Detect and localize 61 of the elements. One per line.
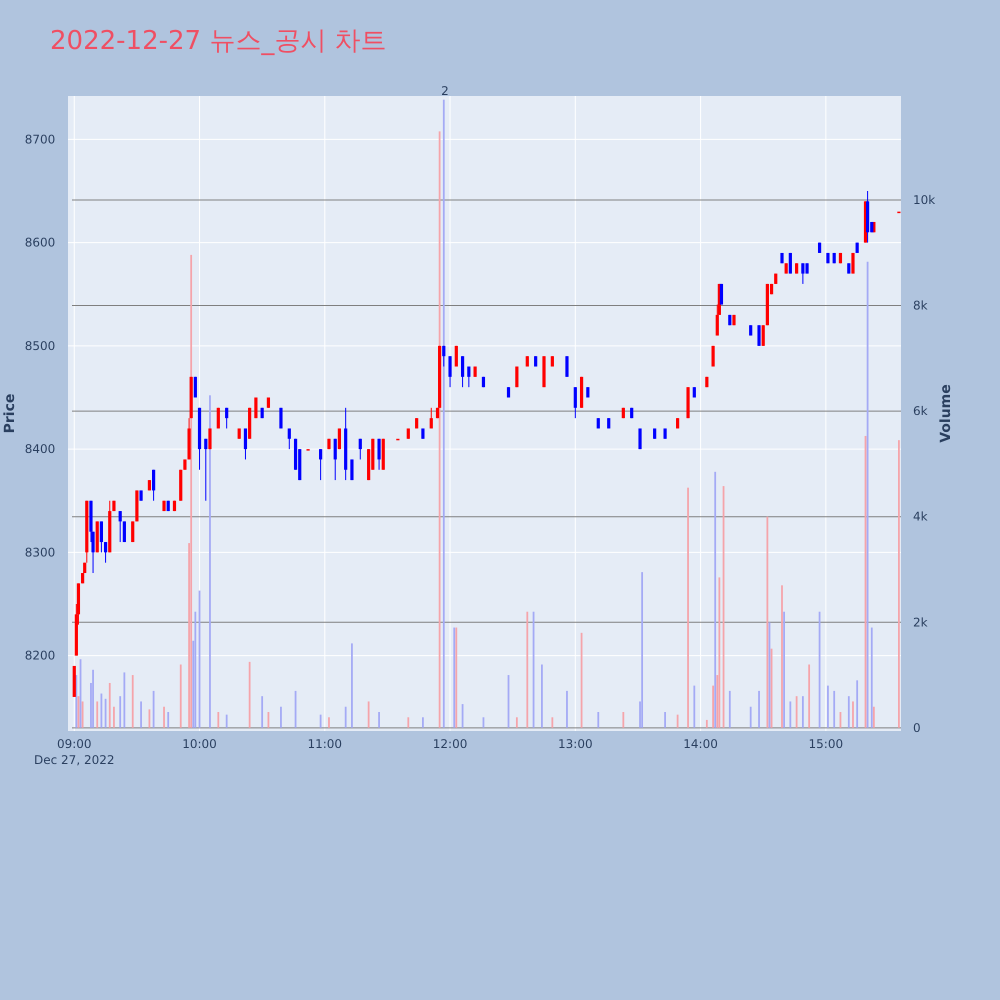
candlestick <box>474 366 477 378</box>
x-tick-label: 12:00 <box>432 737 468 751</box>
candlestick <box>377 438 381 470</box>
candlestick <box>586 386 590 398</box>
candlestick <box>574 386 577 419</box>
y2-tick-label: 0 <box>913 720 921 735</box>
x-tick-label: 13:00 <box>558 737 593 751</box>
y-tick-label: 8300 <box>24 545 56 560</box>
candlestick <box>100 520 104 553</box>
y-tick-label: 8400 <box>24 442 56 456</box>
candlestick <box>194 376 197 398</box>
x-tick-label: 10:00 <box>182 737 217 751</box>
x-tick-label: 11:00 <box>307 737 342 751</box>
candlestick <box>762 324 765 346</box>
candlestick <box>607 418 610 429</box>
candlestick <box>801 262 804 284</box>
y2-tick-label: 8k <box>913 298 928 313</box>
annotation: 2 <box>441 84 449 98</box>
x-tick-label: 09:00 Dec 27, 2022 <box>34 737 115 767</box>
candlestick <box>515 366 518 388</box>
candlestick <box>152 469 156 502</box>
y2-tick-label: 4k <box>913 510 928 524</box>
candlestick <box>676 418 680 429</box>
y-tick-label: 8600 <box>24 236 56 250</box>
candlestick <box>596 418 600 429</box>
candlestick <box>204 438 208 502</box>
chart-title: 2022-12-27 뉴스_공시 차트 <box>50 26 387 56</box>
candlestick <box>216 407 220 429</box>
candlestick <box>757 324 761 346</box>
candlestick <box>279 407 283 429</box>
x-tick-label: 14:00 <box>683 737 718 751</box>
candlestick <box>460 356 464 388</box>
candlestick <box>774 273 778 284</box>
candlestick <box>467 366 470 388</box>
candlestick <box>430 407 433 429</box>
candlestick <box>448 356 452 388</box>
candlestick <box>104 542 108 564</box>
candlestick <box>442 345 446 368</box>
y2-tick-label: 10k <box>913 192 936 207</box>
candlestick <box>565 356 569 378</box>
candlestick <box>288 428 291 450</box>
y-axis-title: Price <box>2 394 18 434</box>
y2-tick-label: 6k <box>913 404 928 418</box>
candlestick <box>415 418 418 429</box>
candlestick <box>692 386 696 398</box>
y2-axis-title: Volume <box>938 384 954 443</box>
candlestick <box>148 480 152 491</box>
candlestick <box>225 407 228 429</box>
y2-tick-label: 2k <box>913 615 928 630</box>
candlestick <box>818 242 822 254</box>
candlestick <box>118 510 122 543</box>
candlestick <box>506 386 510 398</box>
candlestick <box>358 438 362 460</box>
candlestick <box>334 438 337 481</box>
y-tick-label: 8200 <box>24 648 56 663</box>
y-tick-label: 8700 <box>24 132 56 146</box>
x-tick-label: 15:00 <box>808 737 844 751</box>
y-tick-label: 8500 <box>24 338 56 353</box>
candlestick <box>319 448 322 481</box>
candlestick <box>856 242 859 254</box>
candlestick <box>244 428 248 460</box>
